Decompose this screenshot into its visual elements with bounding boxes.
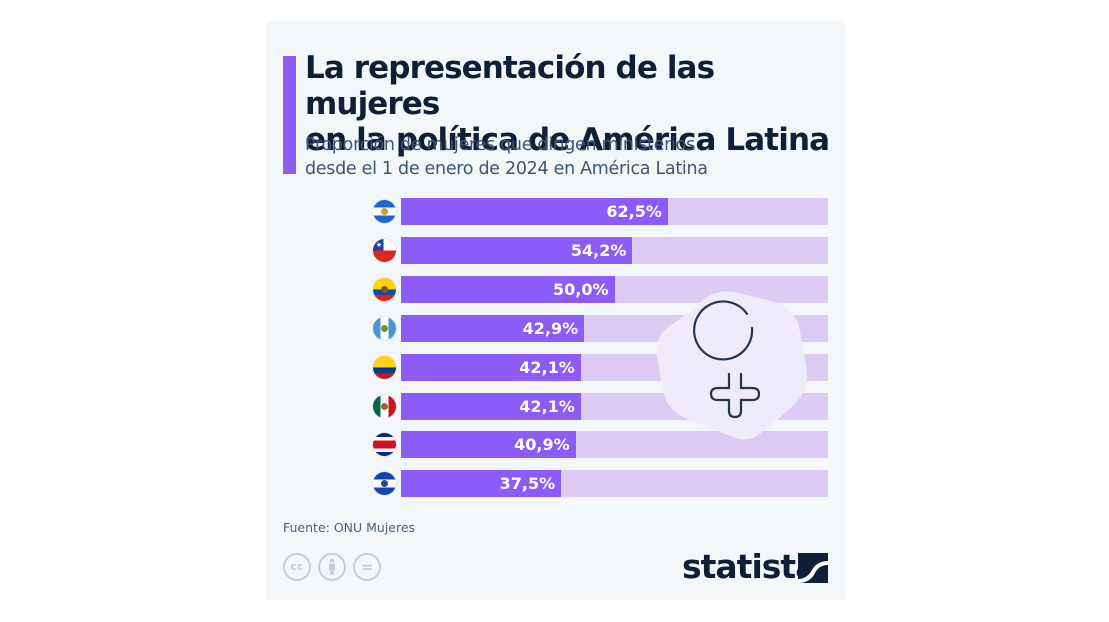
value-label: 40,9% — [514, 435, 570, 455]
subtitle-line: Proporción de mujeres que dirigen minist… — [305, 135, 695, 155]
bar — [401, 275, 615, 303]
title-accent-bar — [283, 56, 296, 174]
nicaragua-flag-icon — [373, 200, 396, 223]
bar — [401, 392, 581, 420]
bar-row: Costa Rica40,9% — [270, 431, 830, 459]
colombia-flag-icon — [373, 355, 396, 379]
bar — [401, 431, 576, 459]
value-label: 62,5% — [606, 202, 662, 221]
cc-icon[interactable]: cc — [283, 553, 311, 581]
female-symbol-icon — [693, 300, 761, 419]
guatemala-flag-icon — [373, 316, 396, 340]
chart-subtitle: Proporción de mujeres que dirigen minist… — [305, 133, 845, 181]
value-label: 50,0% — [552, 279, 609, 299]
bar — [401, 314, 585, 342]
no-derivatives-icon[interactable]: = — [353, 553, 381, 581]
bar-row: El Salvador37,5% — [270, 470, 830, 498]
title-line: en la política de América Latina — [305, 122, 830, 158]
bar-row: Chile★54,2% — [270, 236, 830, 264]
bar — [401, 236, 633, 264]
el-salvador-flag-icon — [373, 472, 396, 496]
attribution-icon[interactable] — [318, 553, 346, 581]
bar — [401, 198, 668, 225]
bar — [401, 353, 581, 381]
costa-rica-flag-icon — [373, 433, 396, 457]
bar — [401, 470, 562, 498]
value-label: 42,1% — [519, 396, 575, 416]
mexico-flag-icon — [373, 394, 396, 418]
value-label: 42,9% — [522, 318, 579, 338]
chart-title: La representación de las mujeres en la p… — [305, 50, 845, 158]
ecuador-flag-icon — [373, 277, 396, 301]
value-label: 54,2% — [570, 240, 627, 260]
value-label: 37,5% — [499, 474, 556, 494]
subtitle-line: desde el 1 de enero de 2024 en América L… — [305, 159, 708, 179]
chile-flag-icon: ★ — [373, 238, 396, 262]
female-symbol-badge — [656, 291, 808, 440]
title-line: La representación de las mujeres — [305, 50, 715, 122]
value-label: 42,1% — [519, 357, 575, 377]
source-note: Fuente: ONU Mujeres — [283, 520, 416, 535]
statista-logo-text[interactable]: statista — [682, 547, 817, 586]
statista-logo-icon[interactable] — [798, 553, 828, 583]
bar-row: Nicaragua62,5% — [270, 198, 830, 225]
